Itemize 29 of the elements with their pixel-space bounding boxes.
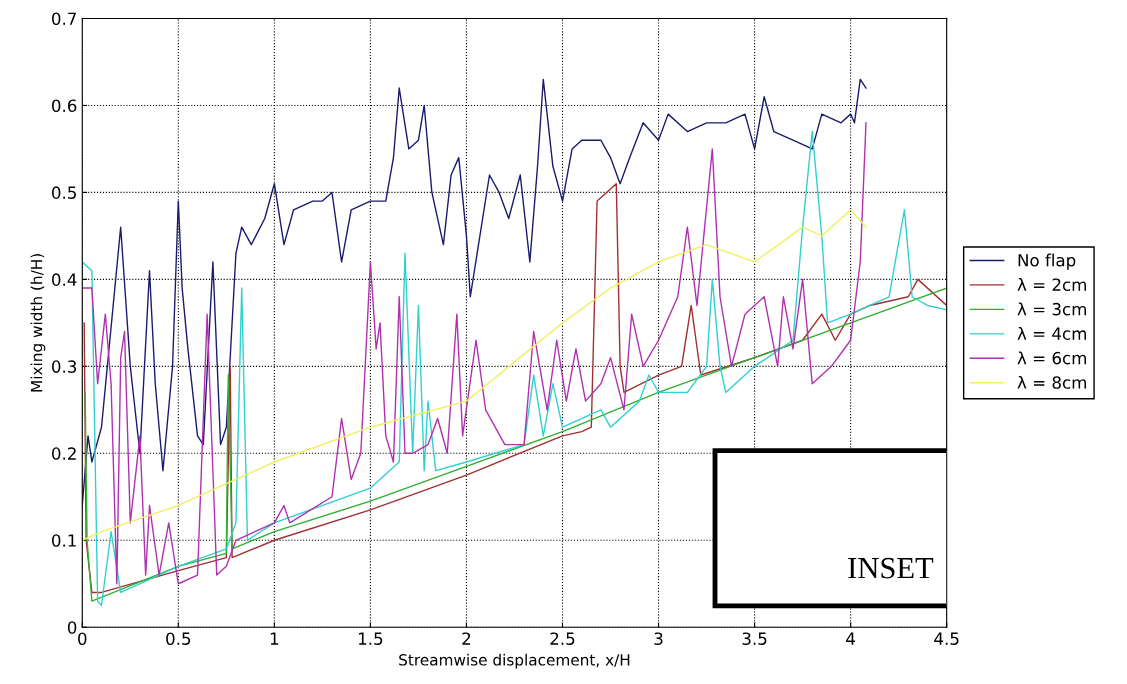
x-axis-title: Streamwise displacement, x/H bbox=[399, 653, 630, 669]
annotation: INSET bbox=[848, 557, 934, 579]
x-tick-label: 2.5 bbox=[550, 632, 575, 645]
y-tick-label: 0.3 bbox=[52, 360, 77, 373]
x-tick-label: 1 bbox=[270, 632, 279, 645]
legend-label: λ = 4cm bbox=[1017, 327, 1086, 340]
y-tick-label: 0.4 bbox=[52, 273, 77, 286]
x-tick-label: 4.5 bbox=[934, 632, 959, 645]
x-tick-label: 3.5 bbox=[742, 632, 767, 645]
legend-label: λ = 2cm bbox=[1017, 278, 1086, 291]
x-tick-label: 0.5 bbox=[166, 632, 191, 645]
y-tick-label: 0 bbox=[67, 621, 77, 634]
y-tick-label: 0.2 bbox=[52, 447, 76, 460]
y-tick-label: 0.5 bbox=[52, 186, 76, 199]
y-axis-title: Mixing width (h/H) bbox=[30, 254, 46, 392]
y-tick-label: 0.6 bbox=[52, 99, 77, 112]
y-tick-label: 0.1 bbox=[52, 534, 76, 547]
legend-label: λ = 3cm bbox=[1017, 302, 1086, 316]
legend-label: λ = 6cm bbox=[1017, 351, 1086, 365]
y-tick-label: 0.7 bbox=[52, 12, 76, 26]
x-tick-label: 4 bbox=[846, 632, 855, 645]
x-tick-label: 0 bbox=[78, 632, 87, 645]
x-tick-label: 1.5 bbox=[358, 632, 383, 645]
x-tick-label: 2 bbox=[462, 632, 471, 645]
line-series bbox=[84, 287, 947, 602]
x-tick-label: 3 bbox=[654, 632, 663, 645]
legend-label: λ = 8cm bbox=[1017, 375, 1086, 389]
legend-label: No flap bbox=[1018, 253, 1076, 270]
line-series bbox=[82, 209, 867, 541]
